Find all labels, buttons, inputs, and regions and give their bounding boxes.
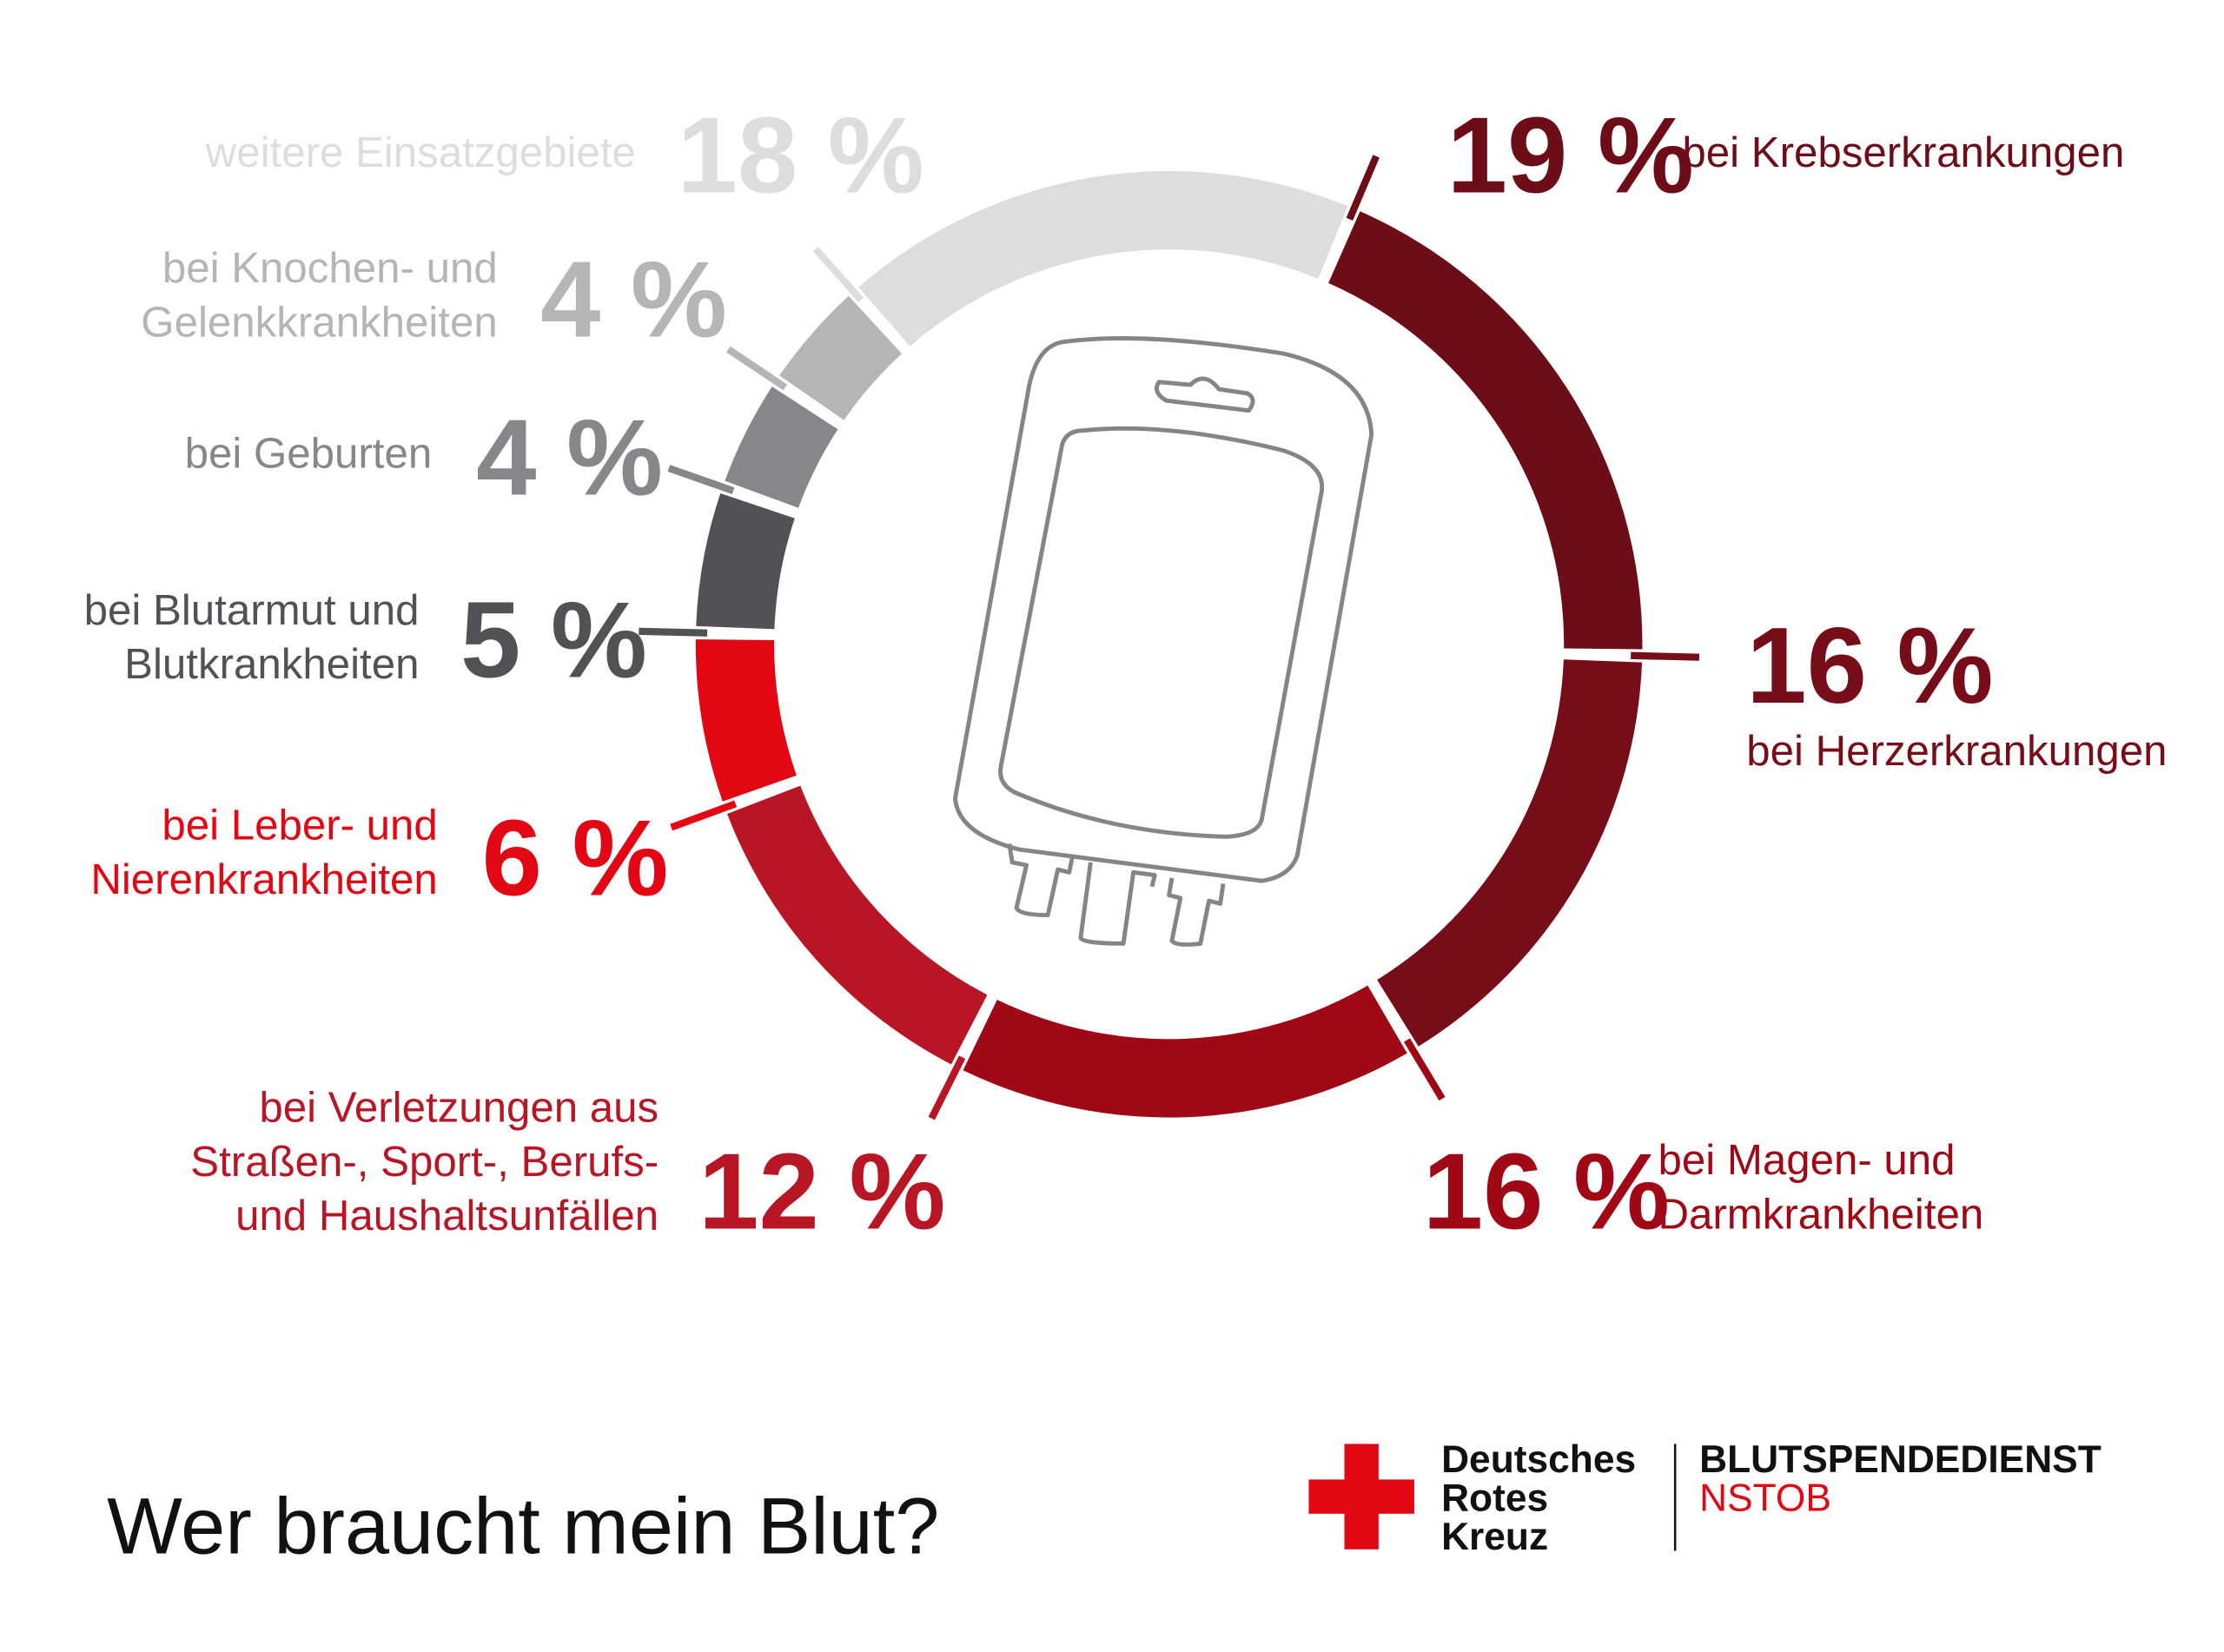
category-label: und Haushaltsunfällen xyxy=(235,1192,659,1239)
value-label: 12 % xyxy=(698,1132,945,1252)
value-label: 16 % xyxy=(1746,605,1993,726)
donut-segment xyxy=(695,639,797,802)
value-label: 18 % xyxy=(677,96,923,216)
value-label: 6 % xyxy=(482,798,669,919)
donut-segment xyxy=(725,387,838,508)
category-label: bei Knochen- und xyxy=(162,244,498,292)
chart-leader-ticks xyxy=(639,155,1700,1120)
donut-segment xyxy=(696,492,795,630)
red-cross-icon xyxy=(1308,1444,1414,1550)
donut-segment xyxy=(963,985,1407,1118)
donut-segment xyxy=(1328,211,1643,650)
logo-service: BLUTSPENDEDIENST xyxy=(1699,1438,2102,1481)
category-label: Nierenkrankheiten xyxy=(90,856,437,903)
donut-segment xyxy=(1377,659,1643,1047)
logo-line-3: Kreuz xyxy=(1441,1516,1548,1558)
leader-tick xyxy=(812,246,864,303)
category-label: bei Geburten xyxy=(185,429,433,477)
value-label: 4 % xyxy=(540,239,727,360)
category-label: weitere Einsatzgebiete xyxy=(205,129,636,176)
category-label: bei Krebserkrankungen xyxy=(1682,129,2124,176)
logo-region: NSTOB xyxy=(1699,1477,1831,1520)
logo-line-2: Rotes xyxy=(1441,1477,1548,1520)
blood-bag-icon xyxy=(953,336,1374,947)
value-label: 19 % xyxy=(1447,96,1694,216)
category-label: bei Leber- und xyxy=(162,802,437,849)
leader-tick xyxy=(1631,651,1700,661)
leader-tick xyxy=(928,1055,966,1120)
category-label: bei Magen- und xyxy=(1658,1136,1956,1184)
leader-tick xyxy=(1346,155,1380,221)
donut-segment xyxy=(727,785,988,1065)
category-label: Blutkrankheiten xyxy=(124,640,419,688)
category-label: Straßen-, Sport-, Berufs- xyxy=(190,1138,659,1186)
chart-title: Wer braucht mein Blut? xyxy=(107,1483,939,1571)
value-label: 16 % xyxy=(1423,1132,1670,1252)
leader-tick xyxy=(667,465,735,495)
logo-line-1: Deutsches xyxy=(1441,1438,1636,1481)
category-label: Darmkrankheiten xyxy=(1658,1191,1984,1239)
value-label: 5 % xyxy=(460,580,647,701)
value-label: 4 % xyxy=(476,397,663,518)
chart-segments xyxy=(695,170,1643,1118)
category-label: Gelenkkrankheiten xyxy=(141,298,497,346)
leader-tick xyxy=(639,627,708,637)
leader-tick xyxy=(1403,1038,1446,1101)
leader-tick xyxy=(670,800,738,831)
leader-tick xyxy=(726,346,788,391)
category-label: bei Verletzungen aus xyxy=(259,1084,659,1132)
donut-segment xyxy=(779,295,902,420)
donut-segment xyxy=(858,170,1348,347)
category-label: bei Herzerkrankungen xyxy=(1746,727,2167,775)
drk-logo: Deutsches Rotes Kreuz BLUTSPENDEDIENST N… xyxy=(1308,1438,2102,1558)
category-label: bei Blutarmut und xyxy=(84,586,420,634)
